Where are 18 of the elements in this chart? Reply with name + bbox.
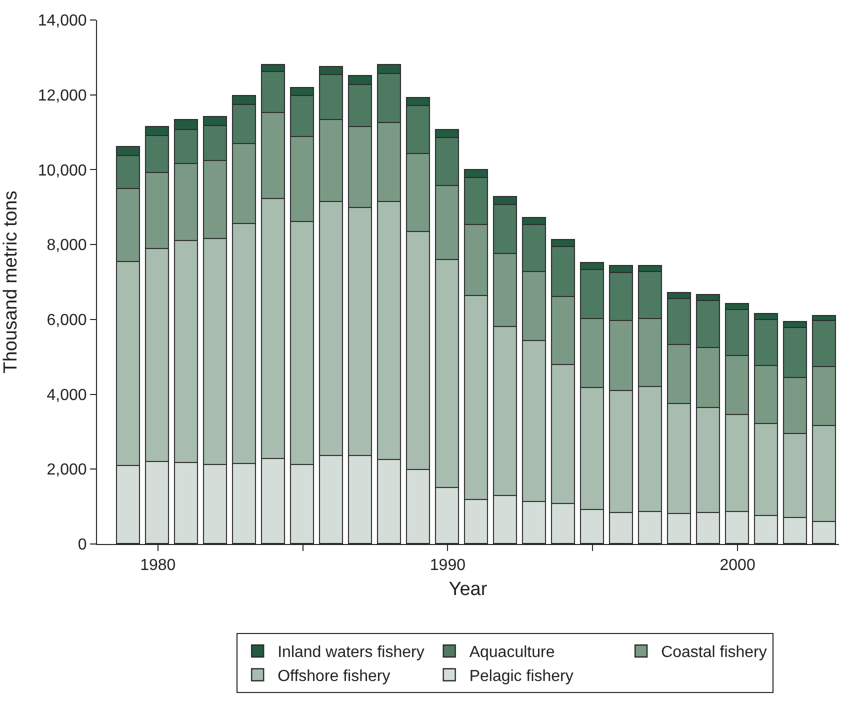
y-tick-label: 6,000 xyxy=(46,312,87,330)
y-tick-label: 14,000 xyxy=(38,12,87,30)
y-tick-label: 12,000 xyxy=(38,87,87,104)
y-tick-label: 4,000 xyxy=(46,386,87,404)
x-axis-title: Year xyxy=(448,579,488,600)
legend-label: Aquaculture xyxy=(469,644,555,662)
legend-label: Pelagic fishery xyxy=(469,668,574,686)
y-tick-label: 10,000 xyxy=(38,162,87,180)
y-axis-title: Thousand metric tons xyxy=(0,190,22,374)
legend-label: Offshore fishery xyxy=(278,668,390,686)
y-tick-label: 2,000 xyxy=(46,462,87,479)
x-tick-label: 1990 xyxy=(430,557,466,574)
y-tick-label: 8,000 xyxy=(46,237,87,254)
legend-label: Coastal fishery xyxy=(661,644,767,662)
x-tick-label: 1980 xyxy=(140,557,176,574)
legend-label: Inland waters fishery xyxy=(278,644,424,662)
y-tick-label: 0 xyxy=(78,536,87,554)
x-tick-label: 2000 xyxy=(720,557,756,574)
